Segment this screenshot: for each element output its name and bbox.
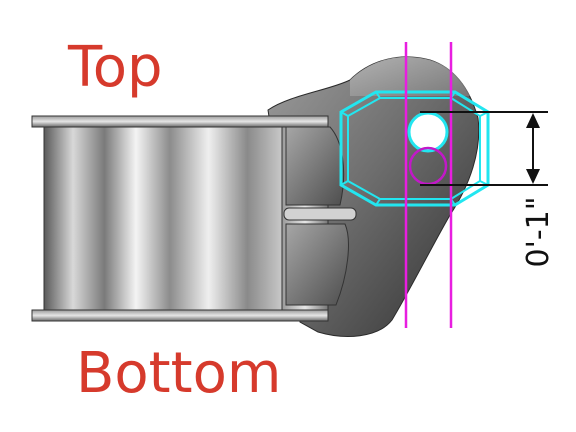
bushing-lug xyxy=(283,126,357,306)
dimension-arrow-bottom xyxy=(526,169,540,184)
pin-slot xyxy=(283,207,357,221)
top-label: Top xyxy=(67,35,163,100)
pin-holes xyxy=(407,111,449,186)
top-hole xyxy=(407,111,449,153)
roller-bottom-flange xyxy=(31,309,329,322)
dimension-text: 0'-1" xyxy=(521,196,556,267)
roller-top-flange xyxy=(31,115,329,128)
dimension-arrow-top xyxy=(526,113,540,128)
roller xyxy=(31,115,329,322)
roller-body xyxy=(43,126,287,311)
dimension: 0'-1" xyxy=(420,111,556,268)
bottom-label: Bottom xyxy=(76,341,281,406)
